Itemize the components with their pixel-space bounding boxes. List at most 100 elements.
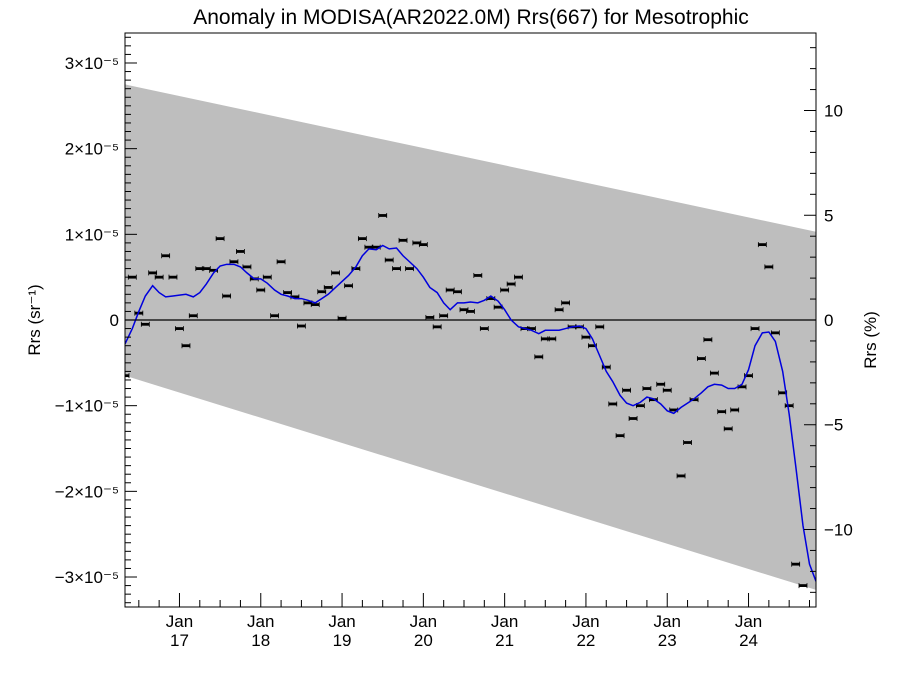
data-point — [425, 314, 435, 320]
y-axis-right-label: Rrs (%) — [861, 311, 880, 369]
data-point — [615, 433, 625, 439]
data-point — [601, 364, 611, 370]
y-tick-label-left: −2×10⁻⁵ — [55, 482, 119, 501]
data-point — [500, 287, 510, 293]
y-tick-label-left: 0 — [110, 311, 119, 330]
data-point — [473, 272, 483, 278]
y-tick-label-left: 2×10⁻⁵ — [65, 140, 119, 159]
data-point — [331, 270, 340, 276]
data-point — [161, 253, 171, 259]
data-point — [398, 237, 408, 243]
data-point — [683, 440, 692, 446]
data-point — [317, 289, 327, 295]
data-point — [554, 307, 564, 313]
data-point — [514, 274, 523, 280]
data-point — [310, 302, 320, 308]
data-point — [676, 473, 686, 479]
x-tick-year: 19 — [333, 631, 352, 650]
y-axis-left-label: Rrs (sr⁻¹) — [25, 284, 44, 355]
x-tick-month: Jan — [247, 612, 274, 631]
x-tick-month: Jan — [491, 612, 518, 631]
data-point — [270, 313, 279, 319]
data-point — [723, 426, 733, 432]
data-point — [351, 266, 361, 272]
data-point — [696, 356, 706, 362]
data-point — [595, 324, 605, 330]
data-point — [798, 583, 808, 589]
data-point — [466, 308, 475, 314]
data-point — [662, 387, 672, 393]
data-point — [432, 324, 442, 330]
y-tick-label-right: 0 — [824, 311, 833, 330]
data-point — [357, 236, 367, 242]
x-tick-year: 21 — [495, 631, 514, 650]
data-point — [154, 274, 164, 280]
right-axis: 10 5 0 −5 −10 — [804, 47, 853, 593]
data-point — [656, 381, 666, 387]
data-point — [222, 293, 232, 299]
data-point — [392, 266, 401, 272]
x-tick-month: Jan — [735, 612, 762, 631]
y-tick-label-left: 3×10⁻⁵ — [65, 54, 119, 73]
data-point — [229, 259, 239, 265]
chart-title: Anomaly in MODISA(AR2022.0M) Rrs(667) fo… — [193, 6, 749, 29]
data-point — [276, 259, 286, 265]
x-tick-year: 23 — [658, 631, 677, 650]
y-tick-label-left: 1×10⁻⁵ — [65, 225, 119, 244]
uncertainty-band — [125, 84, 816, 590]
data-point — [125, 373, 130, 379]
data-point — [181, 343, 191, 349]
data-point — [506, 281, 516, 287]
x-tick-month: Jan — [410, 612, 437, 631]
data-point — [561, 300, 571, 306]
x-tick-year: 20 — [414, 631, 433, 650]
x-tick-year: 18 — [251, 631, 270, 650]
data-point — [642, 386, 652, 392]
x-tick-month: Jan — [328, 612, 355, 631]
left-axis: 3×10⁻⁵ 2×10⁻⁵ 1×10⁻⁵ 0 −1×10⁻⁵ −2×10⁻⁵ −3×10⁻⁵ — [55, 36, 137, 604]
data-point — [622, 387, 631, 393]
y-tick-label-left: −3×10⁻⁵ — [55, 568, 119, 587]
data-point — [418, 242, 428, 248]
data-point — [439, 313, 449, 319]
plot-area — [125, 84, 816, 590]
data-point — [323, 284, 333, 290]
y-tick-label-left: −1×10⁻⁵ — [55, 397, 119, 416]
data-point — [547, 336, 557, 342]
data-point — [453, 289, 462, 295]
data-point — [384, 257, 394, 263]
data-point — [784, 403, 794, 409]
data-point — [750, 326, 760, 332]
x-tick-year: 22 — [576, 631, 595, 650]
y-tick-label-right: 5 — [824, 206, 833, 225]
data-point — [709, 370, 719, 376]
data-point — [730, 407, 740, 413]
data-point — [168, 274, 178, 280]
data-point — [236, 248, 245, 254]
data-point — [703, 337, 713, 343]
data-point — [608, 401, 618, 407]
data-point — [140, 321, 150, 327]
data-point — [256, 287, 266, 293]
data-point — [405, 266, 414, 272]
x-tick-month: Jan — [166, 612, 193, 631]
data-point — [717, 409, 727, 415]
data-point — [378, 212, 388, 218]
data-point — [791, 561, 801, 567]
data-point — [534, 354, 544, 360]
data-point — [175, 326, 184, 332]
data-point — [479, 326, 489, 332]
data-point — [337, 315, 347, 321]
data-point — [188, 313, 198, 319]
data-point — [148, 270, 158, 276]
data-point — [764, 264, 774, 270]
y-tick-label-right: −5 — [824, 416, 843, 435]
data-point — [344, 283, 353, 289]
x-tick-year: 17 — [170, 631, 189, 650]
data-point — [297, 323, 306, 329]
y-tick-label-right: 10 — [824, 102, 843, 121]
data-point — [262, 274, 272, 280]
data-point — [628, 416, 638, 422]
